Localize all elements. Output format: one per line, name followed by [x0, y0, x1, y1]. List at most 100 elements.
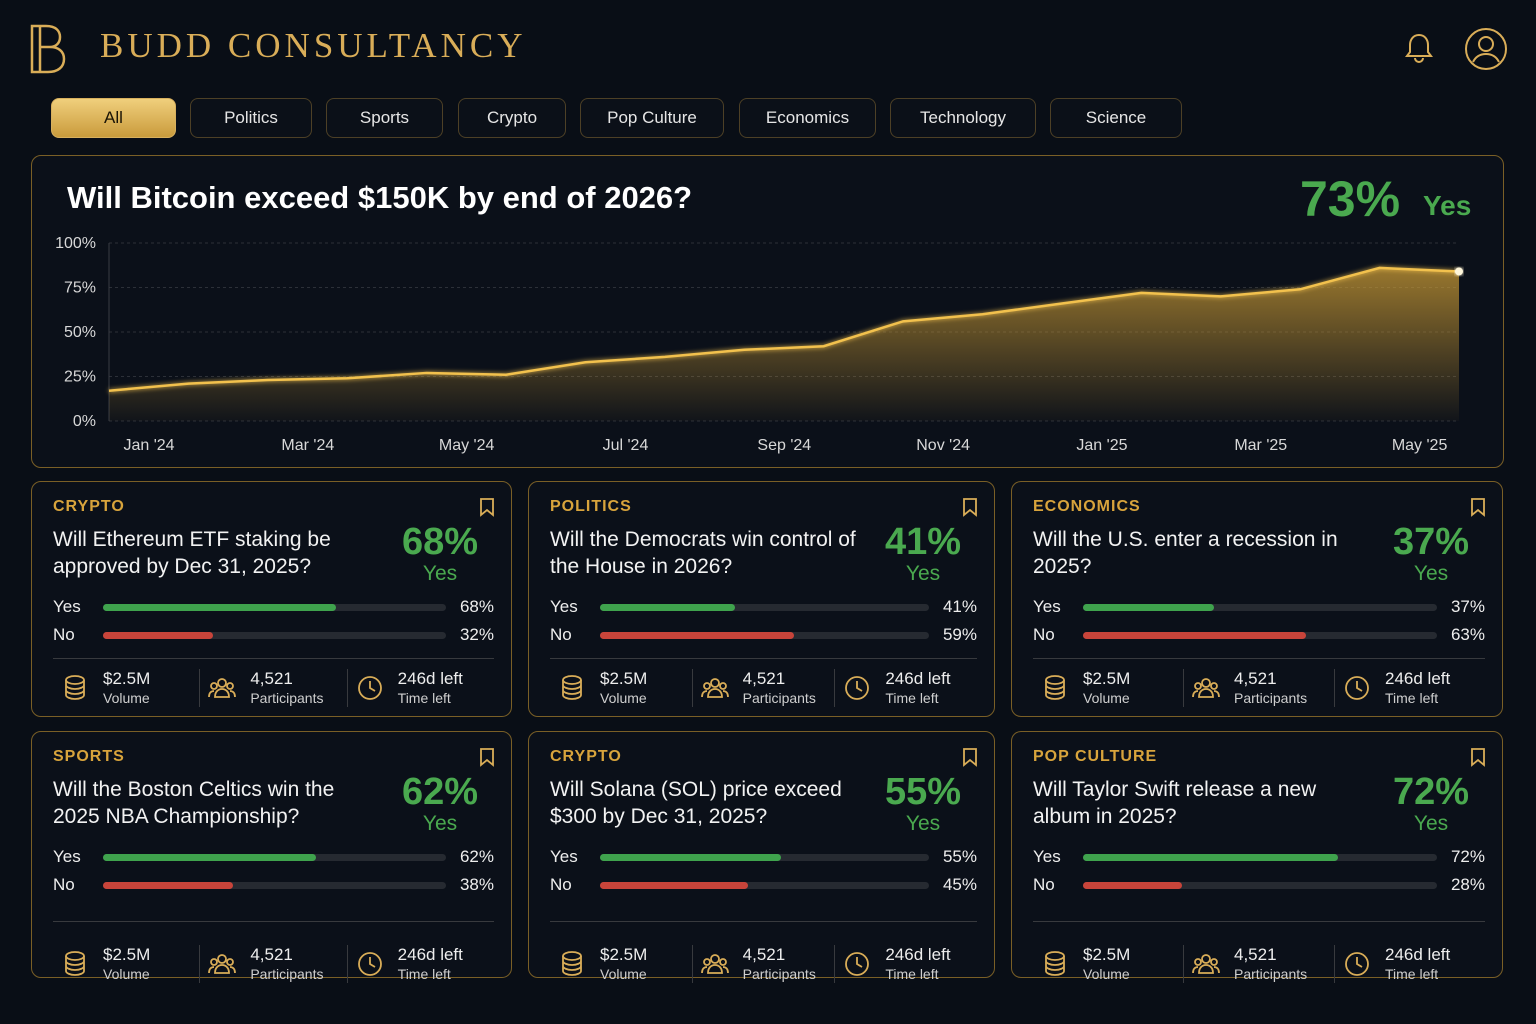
brand: BUDD CONSULTANCY [100, 26, 527, 65]
no-row: No 28% [1033, 874, 1485, 896]
stat-value: 246d left [397, 669, 463, 688]
divider [1033, 658, 1485, 659]
outcome: Yes [905, 812, 941, 835]
bar-track [600, 603, 929, 611]
bar-track [600, 631, 929, 639]
stat-label: Time left [1385, 690, 1439, 706]
featured-market[interactable]: Will Bitcoin exceed $150K by end of 2026… [31, 155, 1504, 468]
participants-icon [1192, 954, 1220, 974]
time-icon [357, 952, 382, 976]
card-stats: $2.5M Volume 4,521 Participants 246d lef… [1033, 945, 1485, 983]
filter-tab[interactable]: Pop Culture [580, 98, 724, 138]
no-bar [600, 631, 795, 639]
no-row: No 45% [550, 874, 977, 896]
outcome: Yes [905, 562, 941, 585]
stat-value: $2.5M [1083, 669, 1131, 688]
yes-row: Yes 62% [53, 846, 494, 868]
probability: 68% Yes [385, 522, 495, 586]
bar-track [103, 603, 446, 611]
yes-row: Yes 72% [1033, 846, 1485, 868]
market-card[interactable]: SPORTS Will the Boston Celtics win the 2… [31, 731, 512, 983]
stat-label: Participants [1234, 966, 1308, 982]
stat: 246d left Time left [346, 945, 494, 983]
yes-probability: 55% [884, 771, 962, 813]
time-icon [1345, 952, 1369, 976]
probability: 37% Yes [1376, 522, 1486, 586]
yes-probability: 41% [884, 521, 962, 563]
filter-tab[interactable]: Economics [739, 98, 876, 138]
filter-tab[interactable]: Sports [326, 98, 443, 138]
market-card[interactable]: ECONOMICS Will the U.S. enter a recessio… [1011, 481, 1503, 717]
yes-probability: 72% [1392, 771, 1470, 813]
bookmark-icon[interactable] [479, 497, 495, 517]
yes-probability: 37% [1392, 521, 1470, 563]
market-card[interactable]: CRYPTO Will Solana (SOL) price exceed $3… [528, 731, 995, 983]
x-tick-label: Jul '24 [603, 437, 649, 454]
participants-icon [1192, 678, 1220, 698]
participants-icon [700, 954, 729, 974]
yes-row: Yes 37% [1033, 596, 1485, 618]
x-tick-label: Nov '24 [916, 437, 970, 454]
no-row: No 38% [53, 874, 494, 896]
no-bar [1083, 881, 1183, 889]
row-value: 32% [459, 625, 494, 644]
card-question: Will Taylor Swift release a new album in… [1033, 778, 1317, 828]
market-card[interactable]: POLITICS Will the Democrats win control … [528, 481, 995, 717]
bookmark-icon[interactable] [962, 497, 978, 517]
stat-label: Volume [103, 690, 150, 706]
divider [550, 921, 977, 922]
volume-icon [65, 951, 85, 976]
stat-value: 4,521 [250, 945, 293, 964]
stat-label: Time left [1385, 966, 1439, 982]
no-bar [103, 631, 213, 639]
filter-tab[interactable]: Politics [190, 98, 312, 138]
user-icon[interactable] [1464, 27, 1508, 71]
no-row: No 32% [53, 624, 494, 646]
bookmark-icon[interactable] [1470, 747, 1486, 767]
bookmark-icon[interactable] [479, 747, 495, 767]
row-label: No [53, 875, 75, 894]
row-label: No [550, 875, 572, 894]
row-value: 68% [459, 597, 494, 616]
stat-label: Participants [742, 690, 816, 706]
market-card[interactable]: POP CULTURE Will Taylor Swift release a … [1011, 731, 1503, 983]
row-value: 37% [1450, 597, 1485, 616]
line [108, 266, 1460, 392]
stat-label: Time left [397, 966, 451, 982]
bell-icon[interactable] [1404, 32, 1434, 64]
yes-bar [600, 603, 735, 611]
logo [30, 24, 66, 74]
stat-value: 4,521 [250, 669, 293, 688]
stat-value: 246d left [885, 669, 951, 688]
card-category: CRYPTO [550, 748, 622, 765]
stat-value: $2.5M [600, 945, 648, 964]
current-probability: 73% [1300, 171, 1401, 227]
divider [53, 658, 494, 659]
bookmark-icon[interactable] [962, 747, 978, 767]
stat-label: Volume [1083, 966, 1130, 982]
y-tick-label: 100% [55, 235, 96, 252]
card-stats: $2.5M Volume 4,521 Participants 246d lef… [53, 945, 494, 983]
yes-bar [1083, 603, 1214, 611]
stat: 246d left Time left [346, 669, 494, 707]
yes-bar [1083, 853, 1338, 861]
market-card[interactable]: CRYPTO Will Ethereum ETF staking be appr… [31, 481, 512, 717]
no-bar [103, 881, 234, 889]
bar-track [103, 853, 446, 861]
row-label: Yes [53, 597, 81, 616]
no-row: No 63% [1033, 624, 1485, 646]
filter-tab[interactable]: Science [1050, 98, 1182, 138]
card-question: Will Solana (SOL) price exceed $300 by D… [550, 778, 842, 828]
row-value: 62% [459, 847, 494, 866]
bookmark-icon[interactable] [1470, 497, 1486, 517]
row-value: 63% [1450, 625, 1485, 644]
time-icon [845, 952, 870, 976]
yes-probability: 62% [401, 771, 479, 813]
filter-tab[interactable]: Technology [890, 98, 1036, 138]
stat: 4,521 Participants [1183, 669, 1334, 707]
filter-tab[interactable]: All [51, 98, 176, 138]
row-label: Yes [1033, 847, 1061, 866]
filter-tab[interactable]: Crypto [458, 98, 566, 138]
stat-value: 246d left [1385, 669, 1451, 688]
row-value: 72% [1450, 847, 1485, 866]
